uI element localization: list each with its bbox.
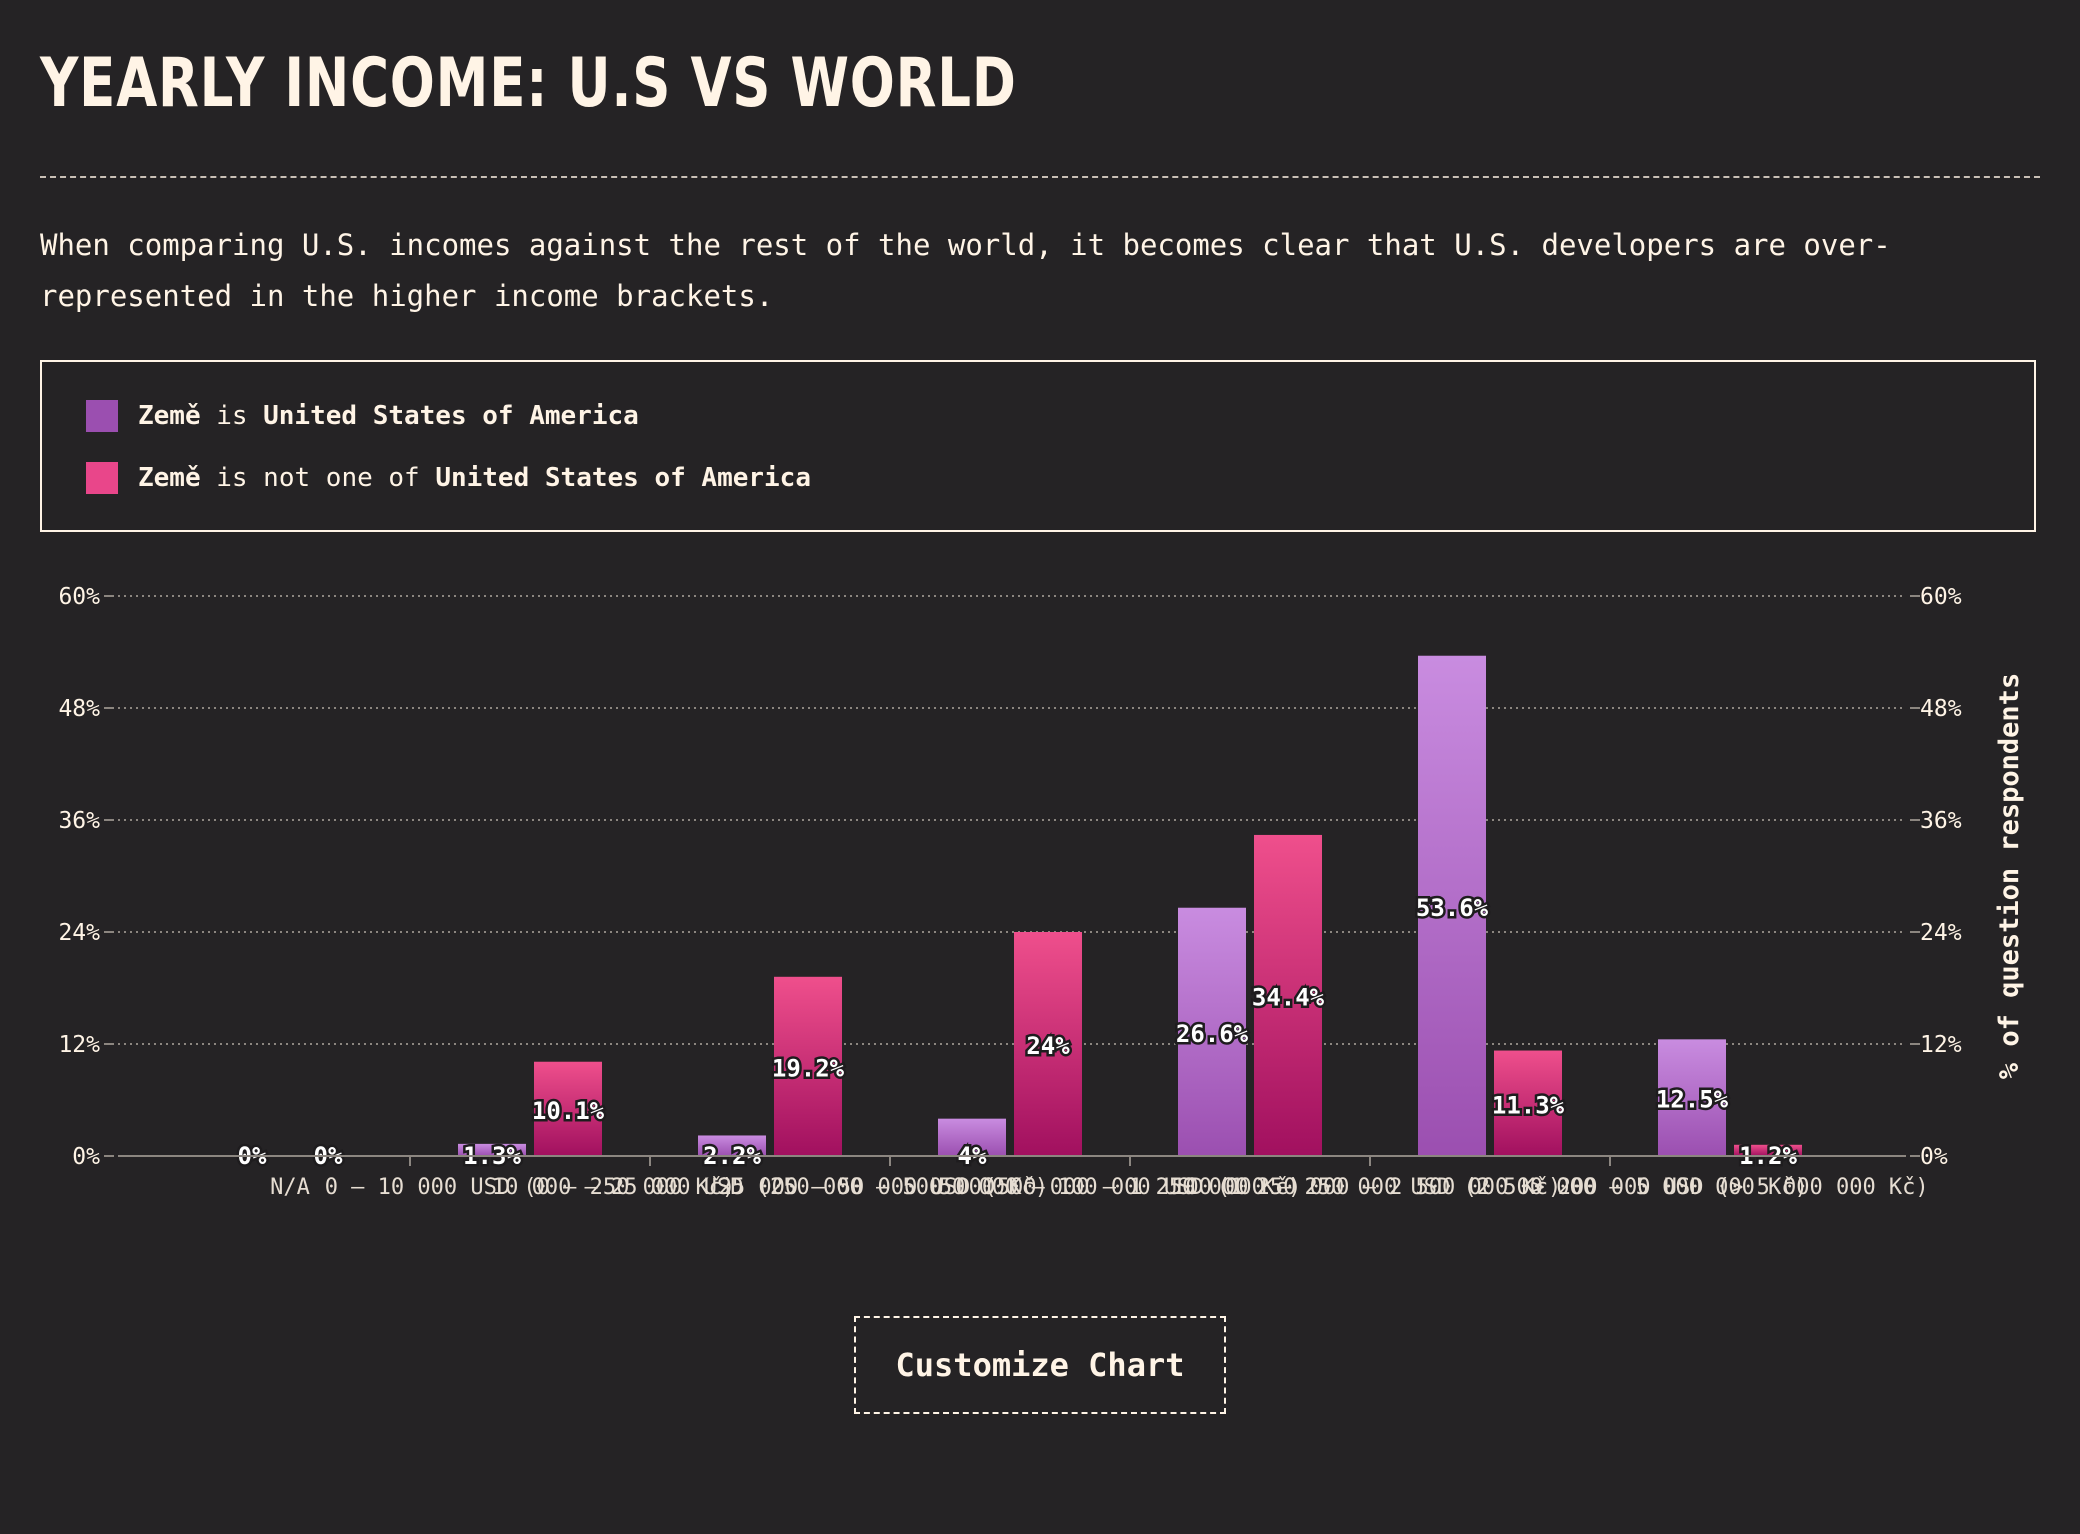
- bar-world: [534, 1061, 602, 1156]
- y-axis: 0% 0% 12% 12% 24% 24% 36% 36% 48% 48% 60% 60% % of q…: [58, 584, 2025, 1170]
- x-axis: N/A 0 – 10 000 USD (0 – 250 000 Kč)10 000…: [118, 1155, 1929, 1200]
- y-axis-title: % of question respondents: [1994, 673, 2025, 1079]
- y-tick-label-right: 12%: [1920, 1032, 1962, 1058]
- y-tick-label-left: 0%: [72, 1144, 100, 1170]
- legend-swatch-us: [86, 400, 118, 432]
- y-tick-label-right: 48%: [1920, 696, 1962, 722]
- legend-field: Země: [138, 463, 201, 493]
- data-label: 24%: [1026, 1032, 1070, 1060]
- legend-item-world[interactable]: Země is not one of United States of Amer…: [86, 462, 811, 494]
- y-tick-label-left: 24%: [58, 920, 100, 946]
- bar-world: [1254, 834, 1322, 1156]
- page-title: YEARLY INCOME: U.S VS WORLD: [40, 44, 1017, 123]
- data-label: 19.2%: [772, 1054, 845, 1082]
- legend-item-us[interactable]: Země is United States of America: [86, 400, 639, 432]
- legend-value: United States of America: [263, 401, 639, 431]
- x-tick-label: 25 000 – 50 000 USD (500 000 – 1 250 000…: [719, 1175, 1302, 1200]
- bar-world: [1734, 1144, 1802, 1156]
- bar-world: [1014, 932, 1082, 1156]
- data-label: 34.4%: [1252, 983, 1325, 1011]
- data-label: 12.5%: [1656, 1086, 1729, 1114]
- legend-operator: is: [216, 401, 248, 431]
- x-tick-label: 0 – 10 000 USD (0 – 250 000 Kč): [325, 1175, 736, 1200]
- data-label: 26.6%: [1176, 1020, 1249, 1048]
- legend-field: Země: [138, 401, 201, 431]
- bar-us: [938, 1118, 1006, 1156]
- description: When comparing U.S. incomes against the …: [40, 228, 1891, 313]
- x-tick-label: 50 000 – 100 000 USD (1 250 000 – 2 500 …: [939, 1175, 1562, 1200]
- bar-us: [698, 1135, 766, 1156]
- legend-value: United States of America: [435, 463, 811, 493]
- divider: [40, 176, 2040, 178]
- y-tick-label-left: 48%: [58, 696, 100, 722]
- x-tick-label: 100 000 – 250 000 USD (2 500 000 – 5 000…: [1172, 1175, 1808, 1200]
- bar-world: [1494, 1050, 1562, 1156]
- customize-chart-button[interactable]: Customize Chart: [854, 1316, 1226, 1414]
- y-tick-label-right: 0%: [1920, 1144, 1948, 1170]
- legend-swatch-world: [86, 462, 118, 494]
- y-tick-label-right: 36%: [1920, 808, 1962, 834]
- y-tick-label-left: 36%: [58, 808, 100, 834]
- data-label: 53.6%: [1416, 894, 1489, 922]
- bar-chart: 0% 0% 1.3%10.1%2.2%19.2%4%24% 26.6%34.4%53.…: [58, 584, 2025, 1200]
- bar-us: [1418, 655, 1486, 1156]
- x-tick-label: 10 000 – 25 000 USD (250 000 – 500 000 K…: [492, 1175, 1048, 1200]
- bar-us: [1178, 907, 1246, 1156]
- bar-world: [774, 976, 842, 1156]
- y-tick-label-right: 60%: [1920, 584, 1962, 610]
- data-label: 10.1%: [532, 1097, 605, 1125]
- x-tick-label: N/A: [270, 1175, 310, 1200]
- data-label: 11.3%: [1492, 1091, 1565, 1119]
- x-tick-label: > 200 000 USD (> 5 000 000 Kč): [1531, 1175, 1928, 1200]
- bar-us: [1658, 1039, 1726, 1156]
- y-tick-label-right: 24%: [1920, 920, 1962, 946]
- y-tick-label-left: 12%: [58, 1032, 100, 1058]
- y-tick-label-left: 60%: [58, 584, 100, 610]
- legend-operator: is not one of: [216, 463, 420, 493]
- bars: [458, 655, 1802, 1156]
- bar-us: [458, 1143, 526, 1156]
- legend: Země is United States of America Země is…: [40, 360, 2036, 532]
- grid-lines: [104, 595, 1920, 1157]
